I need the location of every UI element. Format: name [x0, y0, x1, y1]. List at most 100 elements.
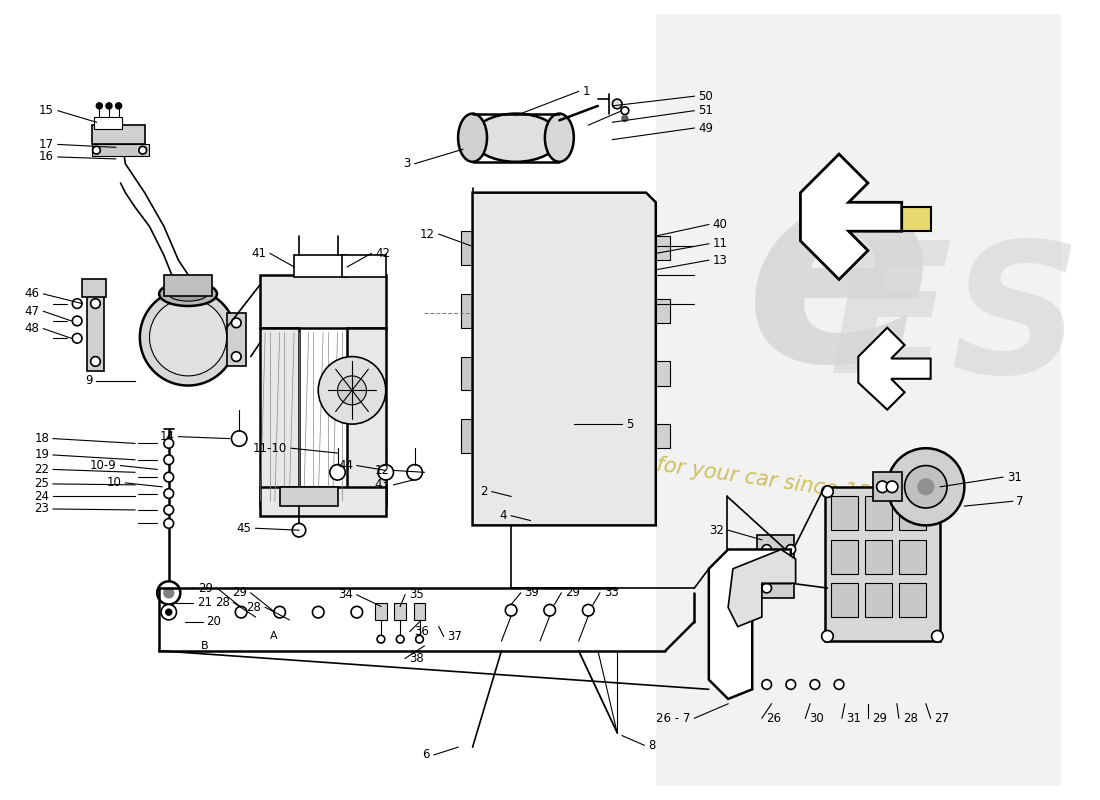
- Bar: [461, 357, 474, 390]
- Ellipse shape: [579, 291, 592, 330]
- Bar: [82, 279, 106, 297]
- Ellipse shape: [579, 228, 592, 267]
- Circle shape: [396, 635, 404, 643]
- Text: 48: 48: [24, 322, 40, 335]
- Bar: [899, 540, 926, 574]
- Bar: [414, 602, 426, 620]
- Text: B: B: [200, 641, 208, 651]
- Ellipse shape: [168, 286, 207, 301]
- Text: 51: 51: [698, 104, 713, 117]
- Polygon shape: [473, 193, 656, 526]
- Text: 32: 32: [710, 524, 724, 537]
- Circle shape: [106, 103, 112, 109]
- Bar: [375, 602, 387, 620]
- Polygon shape: [801, 154, 902, 279]
- Text: 36: 36: [414, 625, 429, 638]
- Bar: [87, 294, 104, 371]
- Circle shape: [97, 103, 102, 109]
- Bar: [94, 118, 122, 129]
- Bar: [227, 314, 246, 366]
- Text: 14: 14: [160, 430, 175, 443]
- Circle shape: [932, 630, 943, 642]
- Bar: [461, 231, 474, 265]
- Bar: [261, 486, 386, 516]
- Circle shape: [164, 438, 174, 448]
- Circle shape: [786, 545, 795, 554]
- Text: 3: 3: [404, 158, 410, 170]
- Text: 22: 22: [34, 463, 50, 476]
- Circle shape: [609, 268, 619, 278]
- Text: 29: 29: [872, 712, 887, 725]
- Text: 4: 4: [499, 510, 507, 522]
- Circle shape: [786, 680, 795, 690]
- Text: 7: 7: [1016, 494, 1024, 508]
- Circle shape: [164, 489, 174, 498]
- Circle shape: [166, 610, 172, 615]
- Circle shape: [312, 606, 324, 618]
- Polygon shape: [728, 550, 795, 626]
- Text: 28: 28: [903, 712, 917, 725]
- Circle shape: [822, 486, 833, 498]
- Bar: [865, 497, 892, 530]
- Circle shape: [338, 376, 366, 405]
- Bar: [569, 284, 651, 338]
- Circle shape: [528, 508, 543, 523]
- Bar: [878, 207, 931, 231]
- Bar: [342, 255, 386, 277]
- Text: 31: 31: [846, 712, 860, 725]
- Circle shape: [609, 344, 619, 354]
- Circle shape: [351, 606, 363, 618]
- Circle shape: [139, 146, 146, 154]
- Text: 29: 29: [198, 582, 213, 594]
- Circle shape: [407, 465, 422, 480]
- Ellipse shape: [150, 298, 227, 376]
- Bar: [899, 583, 926, 617]
- Text: 25: 25: [34, 478, 50, 490]
- Bar: [832, 497, 858, 530]
- Bar: [651, 298, 670, 323]
- Bar: [569, 347, 651, 400]
- Ellipse shape: [600, 354, 614, 392]
- Circle shape: [621, 115, 628, 122]
- Text: 12: 12: [420, 228, 434, 241]
- Bar: [348, 328, 386, 506]
- Ellipse shape: [621, 354, 635, 392]
- Bar: [164, 274, 212, 296]
- Circle shape: [834, 680, 844, 690]
- Circle shape: [609, 218, 619, 228]
- Bar: [899, 497, 926, 530]
- Circle shape: [505, 605, 517, 616]
- Text: 12: 12: [375, 464, 389, 477]
- Circle shape: [613, 99, 621, 109]
- Text: 8: 8: [648, 738, 656, 752]
- Circle shape: [164, 588, 174, 598]
- Circle shape: [378, 465, 394, 480]
- Text: 41: 41: [251, 247, 266, 260]
- Circle shape: [609, 394, 619, 403]
- Text: 21: 21: [197, 596, 211, 609]
- Bar: [461, 294, 474, 328]
- Circle shape: [231, 352, 241, 362]
- Circle shape: [566, 406, 582, 422]
- Bar: [757, 535, 794, 598]
- Text: 30: 30: [810, 712, 824, 725]
- Text: 15: 15: [40, 104, 54, 117]
- Ellipse shape: [544, 114, 574, 162]
- Polygon shape: [708, 550, 791, 699]
- Text: 26 - 7: 26 - 7: [656, 712, 691, 725]
- Circle shape: [609, 282, 619, 291]
- Bar: [825, 486, 940, 641]
- Text: A: A: [270, 631, 277, 642]
- Circle shape: [762, 545, 771, 554]
- Ellipse shape: [600, 416, 614, 455]
- Circle shape: [231, 318, 241, 328]
- Circle shape: [73, 298, 82, 308]
- Text: 46: 46: [24, 287, 40, 301]
- Text: 9: 9: [85, 374, 92, 387]
- Text: a part for your car since 1985: a part for your car since 1985: [587, 446, 898, 509]
- Text: 42: 42: [375, 247, 390, 260]
- Text: 13: 13: [713, 254, 727, 266]
- Circle shape: [293, 523, 306, 537]
- Circle shape: [733, 680, 742, 690]
- Bar: [651, 236, 670, 260]
